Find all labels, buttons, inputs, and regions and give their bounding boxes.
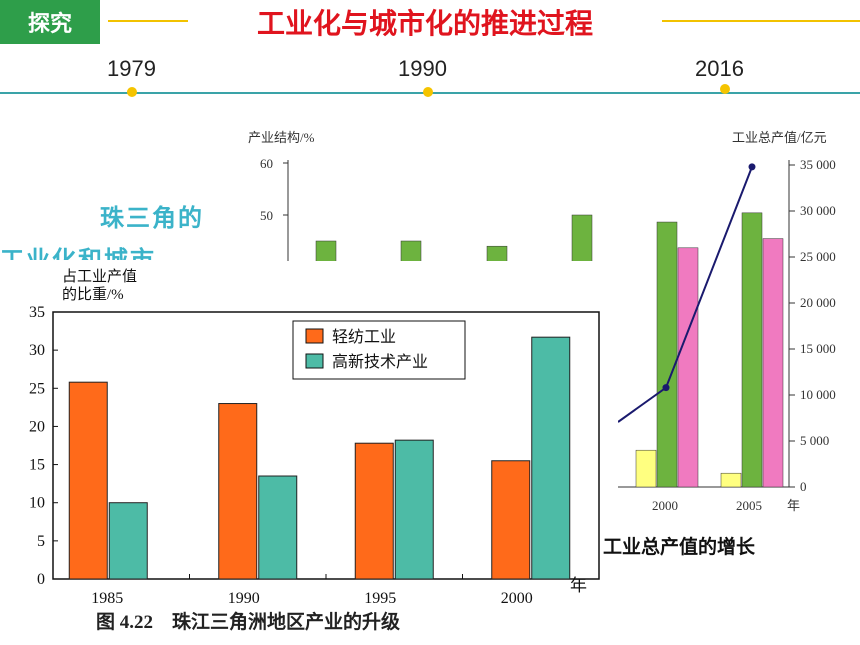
side-heading-line2: 工业化和城市 — [0, 246, 156, 260]
bg-right-tick-label: 30 000 — [800, 203, 836, 218]
timeline-dot-1 — [127, 87, 137, 97]
side-heading-line1: 珠三角的 — [100, 204, 204, 232]
bg-line-point-2005 — [748, 163, 756, 171]
bg-left-axis-label: 产业结构/% — [248, 130, 315, 145]
bar-light-industry-1995 — [354, 442, 394, 580]
front-ytick-label: 35 — [29, 304, 45, 321]
timeline-dot-3 — [720, 84, 730, 94]
bg-right-tick-label: 20 000 — [800, 295, 836, 310]
front-ytick-label: 15 — [29, 457, 45, 474]
bg-line-point-2000 — [662, 384, 670, 392]
bg-right-axis-label: 工业总产值/亿元 — [732, 130, 827, 145]
bg-right-tick-label: 25 000 — [800, 249, 836, 264]
bg-bar-2005-2 — [762, 238, 784, 488]
bg-caption-fragment: 工业总产值的增长 — [603, 532, 756, 559]
front-ytick-label: 20 — [29, 418, 45, 435]
timeline-year-3: 2016 — [695, 56, 744, 81]
bg-right-tick-label: 15 000 — [800, 341, 836, 356]
timeline-year-1: 1979 — [107, 56, 156, 81]
bg-left-tick-label-60: 60 — [260, 156, 273, 171]
title-divider-left — [108, 20, 188, 22]
front-x-unit: 年 — [570, 576, 587, 595]
title-divider-right — [662, 20, 860, 22]
industry-upgrade-chart: 占工业产值 的比重/% 0 5 10 15 20 25 30 35 1985 1990 1995 2… — [29, 268, 600, 633]
bg-right-tick-label: 35 000 — [800, 157, 836, 172]
bg-bar-2000-2 — [677, 247, 699, 488]
bg-right-tick-label: 10 000 — [800, 387, 836, 402]
bar-high-tech-1995 — [394, 439, 434, 580]
bg-x-tick-2000: 2000 — [652, 498, 678, 513]
bar-light-industry-1990 — [218, 403, 258, 580]
bg-x-unit: 年 — [787, 498, 800, 513]
legend-label-high-tech: 高新技术产业 — [332, 353, 428, 371]
bar-light-industry-2000 — [491, 460, 531, 580]
section-tag: 探究 — [0, 0, 100, 44]
front-ytick-label: 30 — [29, 342, 45, 359]
front-xtick-label: 2000 — [501, 590, 533, 607]
front-ytick-label: 10 — [29, 495, 45, 512]
front-ytick-label: 25 — [29, 380, 45, 397]
bg-bar-2000-1 — [656, 221, 678, 488]
bar-high-tech-2000 — [531, 336, 571, 580]
front-xtick-label: 1985 — [91, 590, 123, 607]
legend-swatch-high-tech — [305, 353, 324, 369]
bar-light-industry-1985 — [68, 381, 108, 580]
bg-right-tick-label: 5 000 — [800, 433, 829, 448]
bg-left-tick-label-50: 50 — [260, 208, 273, 223]
bg-x-tick-2005: 2005 — [736, 498, 762, 513]
bg-bar-2000-0 — [635, 449, 657, 488]
legend-swatch-light-industry — [305, 328, 324, 344]
front-chart-caption: 图 4.22 珠江三角洲地区产业的升级 — [96, 610, 400, 633]
timeline-year-2: 1990 — [398, 56, 447, 81]
bar-high-tech-1985 — [108, 502, 148, 580]
front-ylabel-line1: 占工业产值 — [62, 268, 137, 285]
legend-label-light-industry: 轻纺工业 — [332, 328, 396, 346]
bg-bar-2005-0 — [720, 472, 742, 488]
front-ytick-label: 5 — [37, 533, 45, 550]
front-ytick-label: 0 — [37, 571, 45, 588]
bar-high-tech-1990 — [258, 475, 298, 580]
page-title: 工业化与城市化的推进过程 — [256, 7, 593, 40]
bg-right-tick-label: 0 — [800, 479, 807, 494]
timeline-dot-2 — [423, 87, 433, 97]
front-xtick-label: 1990 — [228, 590, 260, 607]
front-xtick-label: 1995 — [364, 590, 396, 607]
bg-bar-2005-1 — [741, 212, 763, 488]
front-ylabel-line2: 的比重/% — [62, 286, 124, 303]
